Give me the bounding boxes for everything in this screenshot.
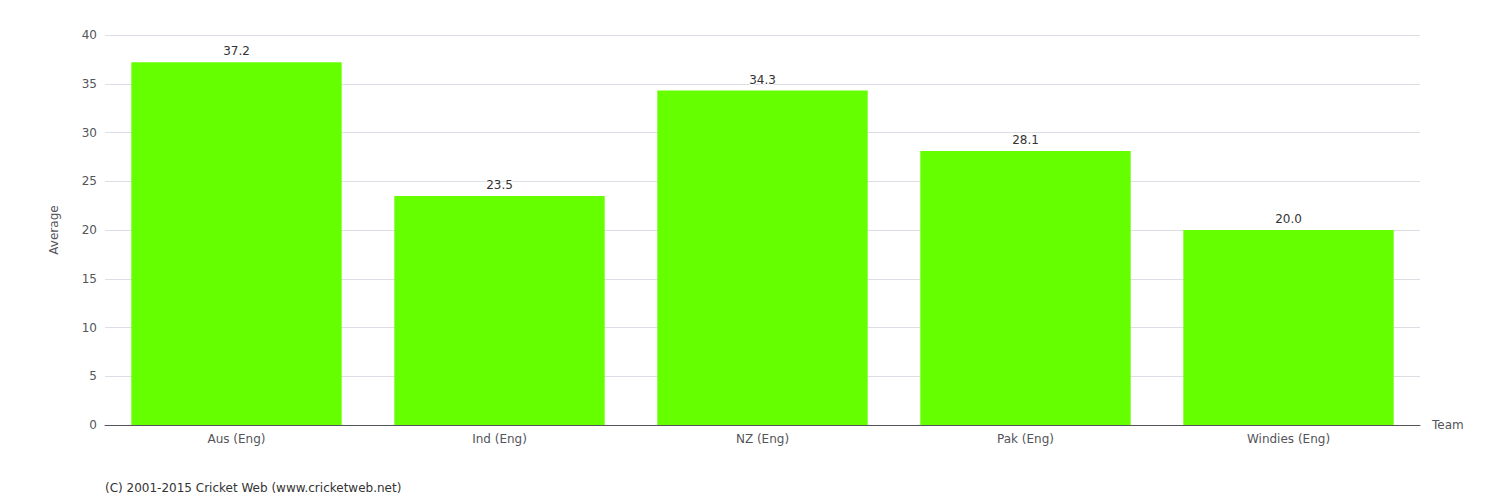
svg-text:Windies (Eng): Windies (Eng) xyxy=(1247,432,1330,446)
svg-text:35: 35 xyxy=(82,77,97,91)
svg-text:15: 15 xyxy=(82,272,97,286)
svg-text:Aus (Eng): Aus (Eng) xyxy=(207,432,265,446)
svg-text:Average: Average xyxy=(47,205,61,254)
svg-text:NZ (Eng): NZ (Eng) xyxy=(736,432,789,446)
svg-text:0: 0 xyxy=(89,418,97,432)
svg-text:34.3: 34.3 xyxy=(749,73,776,87)
svg-text:Team: Team xyxy=(1431,418,1464,432)
svg-text:23.5: 23.5 xyxy=(486,178,513,192)
svg-text:25: 25 xyxy=(82,174,97,188)
svg-text:20: 20 xyxy=(82,223,97,237)
svg-text:5: 5 xyxy=(89,369,97,383)
svg-text:(C) 2001-2015 Cricket Web (www: (C) 2001-2015 Cricket Web (www.cricketwe… xyxy=(105,481,401,495)
svg-text:20.0: 20.0 xyxy=(1275,212,1302,226)
svg-text:Pak (Eng): Pak (Eng) xyxy=(997,432,1054,446)
svg-text:28.1: 28.1 xyxy=(1012,133,1039,147)
svg-text:Ind (Eng): Ind (Eng) xyxy=(472,432,527,446)
svg-text:40: 40 xyxy=(82,28,97,42)
svg-text:37.2: 37.2 xyxy=(223,44,250,58)
svg-text:10: 10 xyxy=(82,321,97,335)
svg-text:30: 30 xyxy=(82,126,97,140)
